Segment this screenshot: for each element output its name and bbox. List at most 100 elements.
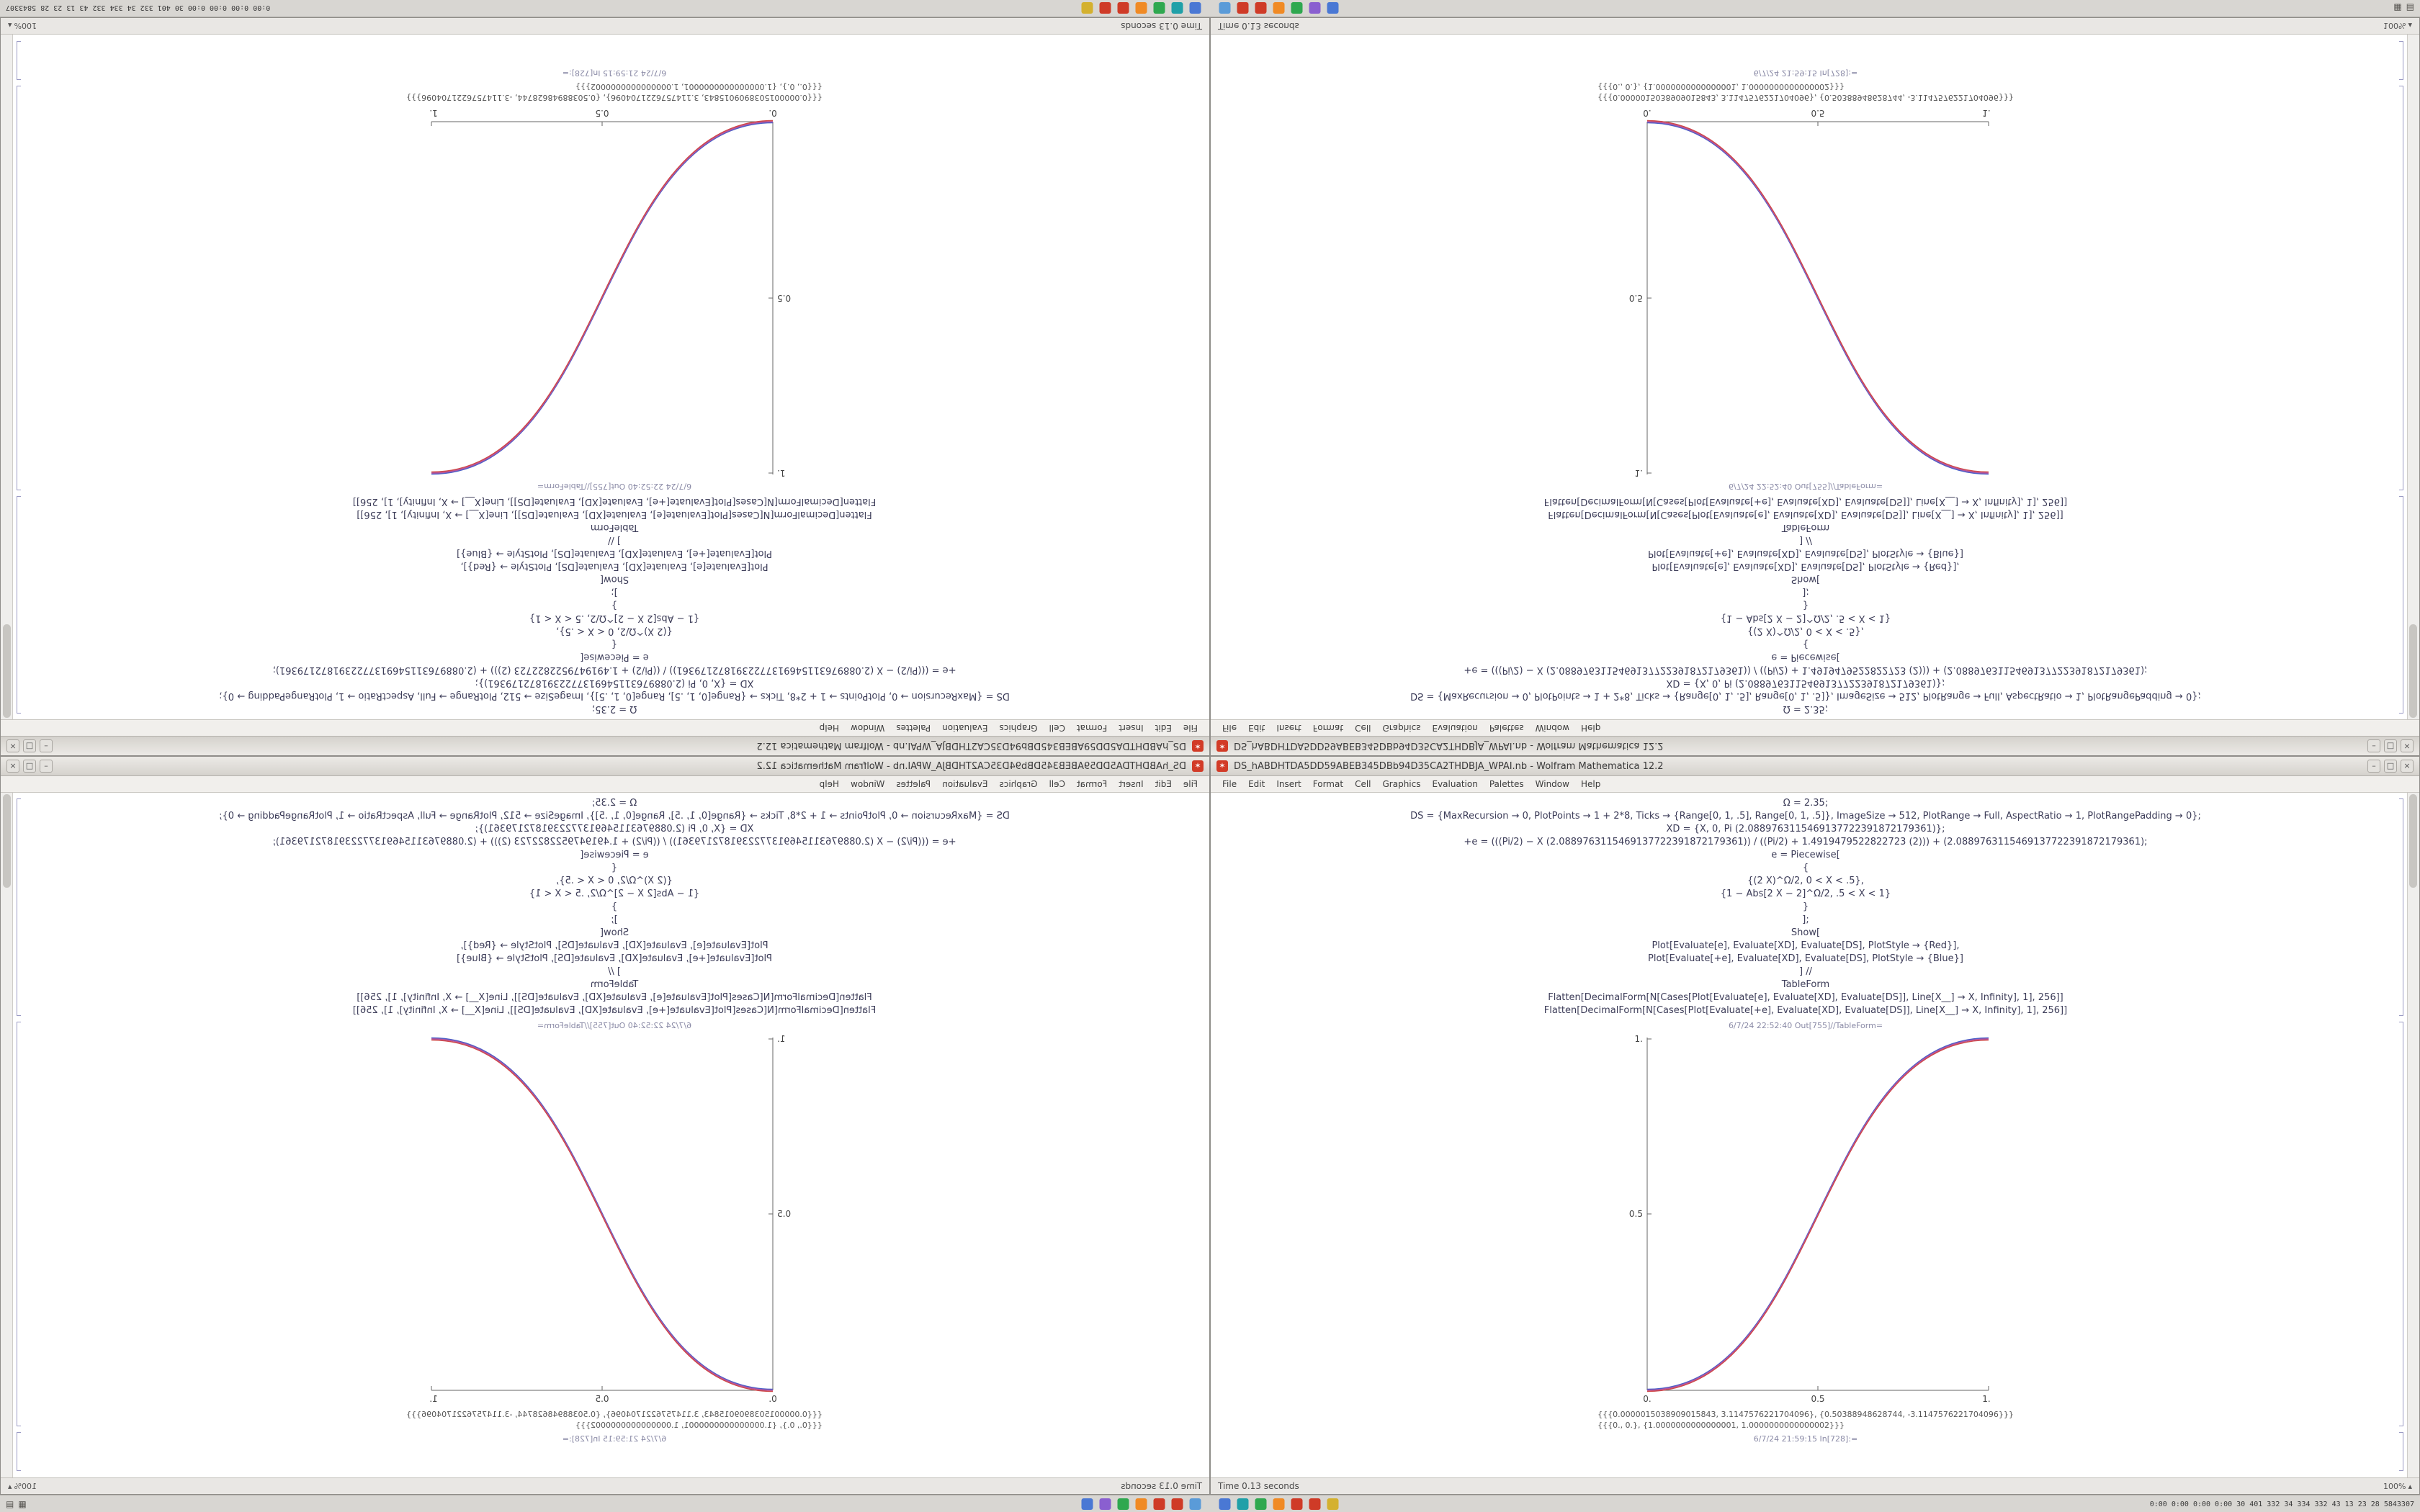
code-line[interactable]: ] // (1799, 535, 1812, 546)
notebook-area[interactable]: Ω = 2.35; DS = {MaxRecursion → 0, PlotPoi… (1211, 35, 2419, 719)
code-line[interactable]: Plot[Evaluate[+e], Evaluate[XD], Evaluat… (457, 953, 772, 964)
code-line[interactable]: {1 − Abs[2 X − 2]^Ω/2, .5 < X < 1} (529, 613, 700, 624)
code-line[interactable]: Plot[Evaluate[e], Evaluate[XD], Evaluate… (460, 940, 768, 951)
menu-item[interactable]: Insert (1119, 779, 1144, 789)
code-line[interactable]: DS = {MaxRecursion → 0, PlotPoints → 1 +… (1410, 811, 2201, 822)
code-line[interactable]: XD = {X, 0, Pi (2.0889763115469137722391… (1666, 678, 1945, 688)
close-button[interactable]: × (2401, 760, 2414, 773)
code-line[interactable]: Flatten[DecimalForm[N[Cases[Plot[Evaluat… (357, 992, 872, 1003)
code-line[interactable]: { (1802, 863, 1809, 873)
code-line[interactable]: Flatten[DecimalForm[N[Cases[Plot[Evaluat… (1543, 496, 2068, 507)
menu-item[interactable]: Cell (1355, 723, 1371, 733)
menu-item[interactable]: Insert (1276, 723, 1301, 733)
taskbar-launcher[interactable]: ▤ ▦ (2393, 0, 2414, 16)
media-icon[interactable] (1237, 1498, 1249, 1510)
code-line[interactable]: ]; (1802, 914, 1809, 925)
menu-item[interactable]: Edit (1248, 723, 1265, 733)
code-line[interactable]: e = Piecewise[ (580, 652, 649, 662)
input-cell[interactable]: Ω = 2.35; DS = {MaxRecursion → 0, PlotPoi… (219, 797, 1010, 1017)
code-line[interactable]: TableForm (1781, 522, 1830, 533)
code-line[interactable]: Show[ (1791, 574, 1821, 585)
terminal-icon[interactable] (1189, 1498, 1201, 1510)
taskbar-dock[interactable] (1081, 1498, 1339, 1510)
code-line[interactable]: { (611, 863, 618, 873)
scrollbar-thumb[interactable] (3, 624, 11, 718)
menu-item[interactable]: Evaluation (942, 723, 988, 733)
menu-item[interactable]: Palettes (896, 723, 931, 733)
cell-bracket[interactable] (17, 1022, 21, 1426)
code-line[interactable]: Ω = 2.35; (1783, 703, 1829, 714)
code-line[interactable]: {(2 X)^Ω/2, 0 < X < .5}, (1747, 626, 1864, 636)
code-line[interactable]: +e = (((Pi/2) − X (2.0889763115469137722… (1464, 837, 2148, 847)
taskbar-launcher[interactable]: ▤ ▦ (6, 1496, 27, 1512)
code-line[interactable]: DS = {MaxRecursion → 0, PlotPoints → 1 +… (219, 690, 1010, 701)
files-icon[interactable] (1081, 1498, 1093, 1510)
cell-bracket[interactable] (2399, 1022, 2403, 1426)
menu-item[interactable]: Insert (1276, 779, 1301, 789)
scrollbar-thumb[interactable] (2409, 624, 2417, 718)
menu-item[interactable]: Cell (1355, 779, 1371, 789)
menu-item[interactable]: Evaluation (942, 779, 988, 789)
code-line[interactable]: } (1802, 901, 1809, 912)
vertical-scrollbar[interactable] (1, 793, 13, 1477)
code-line[interactable]: XD = {X, 0, Pi (2.0889763115469137722391… (475, 678, 754, 688)
menu-item[interactable]: Format (1312, 723, 1344, 733)
code-line[interactable]: Plot[Evaluate[e], Evaluate[XD], Evaluate… (1652, 561, 1960, 572)
code-line[interactable]: { (1802, 639, 1809, 649)
code-line[interactable]: e = Piecewise[ (1771, 850, 1840, 860)
code-line[interactable]: {1 − Abs[2 X − 2]^Ω/2, .5 < X < 1} (1720, 888, 1891, 899)
browser-icon[interactable] (1273, 2, 1285, 14)
code-line[interactable]: +e = (((Pi/2) − X (2.0889763115469137722… (272, 665, 956, 675)
code-line[interactable]: e = Piecewise[ (580, 850, 649, 860)
cell-bracket[interactable] (17, 496, 21, 714)
menu-item[interactable]: Help (819, 779, 840, 789)
show-desktop-icon[interactable]: ▦ (18, 1499, 27, 1509)
cell-bracket[interactable] (17, 798, 21, 1016)
window-list-icon[interactable]: ▤ (2406, 3, 2414, 13)
software-icon[interactable] (1255, 1498, 1267, 1510)
menu-item[interactable]: Palettes (896, 779, 931, 789)
files-icon[interactable] (1189, 2, 1201, 14)
software-icon[interactable] (1153, 2, 1165, 14)
minimize-button[interactable]: – (2367, 739, 2380, 752)
vertical-scrollbar[interactable] (1, 35, 13, 719)
browser-icon[interactable] (1273, 1498, 1285, 1510)
code-line[interactable]: Show[ (1791, 927, 1821, 938)
menu-item[interactable]: Help (1580, 723, 1601, 733)
code-line[interactable]: Plot[Evaluate[e], Evaluate[XD], Evaluate… (460, 561, 768, 572)
menu-item[interactable]: Palettes (1489, 779, 1524, 789)
cell-bracket[interactable] (2399, 798, 2403, 1016)
mathematica-icon[interactable] (1171, 1498, 1183, 1510)
code-line[interactable]: XD = {X, 0, Pi (2.0889763115469137722391… (475, 824, 754, 834)
code-line[interactable]: ]; (611, 587, 618, 598)
code-line[interactable]: } (611, 901, 618, 912)
menu-item[interactable]: Edit (1155, 723, 1172, 733)
menu-item[interactable]: Format (1076, 779, 1108, 789)
cell-bracket[interactable] (17, 41, 21, 80)
code-line[interactable]: Flatten[DecimalForm[N[Cases[Plot[Evaluat… (357, 509, 872, 520)
menu-item[interactable]: Window (851, 723, 885, 733)
code-line[interactable]: DS = {MaxRecursion → 0, PlotPoints → 1 +… (1410, 690, 2201, 701)
input-cell[interactable]: Ω = 2.35; DS = {MaxRecursion → 0, PlotPoi… (1410, 797, 2201, 1017)
menu-item[interactable]: File (1222, 779, 1237, 789)
code-line[interactable]: } (1802, 600, 1809, 611)
code-line[interactable]: Show[ (599, 574, 629, 585)
taskbar-dock[interactable] (1081, 2, 1339, 14)
code-line[interactable]: Ω = 2.35; (591, 703, 637, 714)
menu-item[interactable]: Cell (1049, 779, 1065, 789)
menu-item[interactable]: Format (1312, 779, 1344, 789)
files-icon[interactable] (1219, 1498, 1231, 1510)
minimize-button[interactable]: – (40, 760, 53, 773)
menu-item[interactable]: Window (851, 779, 885, 789)
close-button[interactable]: × (6, 739, 19, 752)
settings-icon[interactable] (1099, 1498, 1111, 1510)
code-line[interactable]: Flatten[DecimalForm[N[Cases[Plot[Evaluat… (1548, 509, 2063, 520)
menu-item[interactable]: Evaluation (1432, 723, 1478, 733)
menu-item[interactable]: Help (1580, 779, 1601, 789)
code-line[interactable]: ] // (608, 966, 621, 977)
code-line[interactable]: ]; (1802, 587, 1809, 598)
code-line[interactable]: {(2 X)^Ω/2, 0 < X < .5}, (556, 626, 673, 636)
magnification-control[interactable]: 100% ▴ (8, 22, 37, 31)
mathematica-icon[interactable] (1309, 1498, 1321, 1510)
cell-bracket[interactable] (17, 86, 21, 490)
